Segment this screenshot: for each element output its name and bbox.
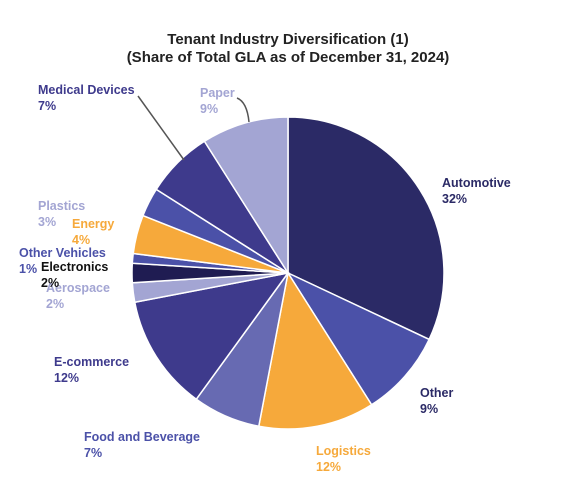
label-e-commerce: E-commerce [54, 355, 129, 369]
value-label-other-vehicles: 1% [19, 262, 37, 276]
slice-labels: Automotive 32% Other 9% Logistics 12% Food and… [19, 83, 511, 474]
slice-automotive [287, 116, 445, 341]
value-label-aerospace: 2% [46, 297, 64, 311]
slice-paper [203, 116, 289, 276]
label-plastics: Plastics [38, 199, 85, 213]
label-medical-devices: Medical Devices [38, 83, 135, 97]
value-label-logistics: 12% [316, 460, 341, 474]
label-aerospace: Aerospace [46, 281, 110, 295]
slice-other [285, 271, 431, 406]
leader-lines [137, 95, 250, 161]
label-logistics: Logistics [316, 444, 371, 458]
value-label-food-and-beverage: 7% [84, 446, 102, 460]
value-label-paper: 9% [200, 102, 218, 116]
label-other: Other [420, 386, 453, 400]
leader-line-medical-devices [137, 95, 185, 161]
value-label-plastics: 3% [38, 215, 56, 229]
value-label-medical-devices: 7% [38, 99, 56, 113]
value-label-electronics: 2% [41, 276, 59, 290]
value-label-energy: 4% [72, 233, 90, 247]
label-energy: Energy [72, 217, 114, 231]
value-label-e-commerce: 12% [54, 371, 79, 385]
slice-logistics [257, 270, 373, 430]
label-other-vehicles: Other Vehicles [19, 246, 106, 260]
label-food-and-beverage: Food and Beverage [84, 430, 200, 444]
label-electronics: Electronics [41, 260, 108, 274]
leader-line-paper [236, 97, 250, 123]
label-automotive: Automotive [442, 176, 511, 190]
value-label-automotive: 32% [442, 192, 467, 206]
chart-title: Tenant Industry Diversification (1) [167, 31, 408, 48]
chart-subtitle: (Share of Total GLA as of December 31, 2… [127, 49, 450, 66]
slice-e-commerce [133, 271, 290, 401]
value-label-other: 9% [420, 402, 438, 416]
label-paper: Paper [200, 86, 235, 100]
pie-slices [131, 116, 445, 430]
